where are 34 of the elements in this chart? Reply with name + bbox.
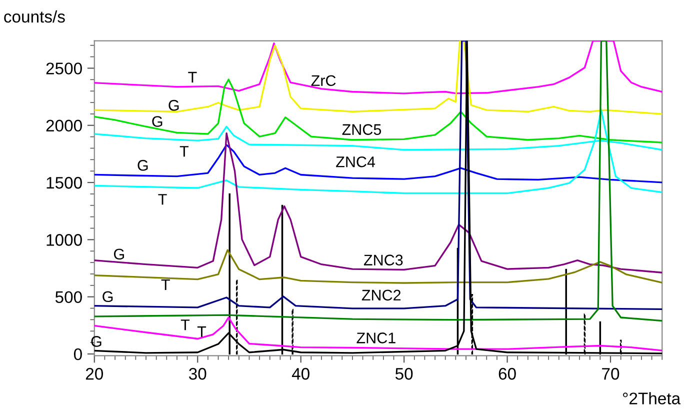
annotation: G: [152, 116, 162, 127]
x-tick-label: 50: [395, 368, 413, 380]
annotation: T: [180, 146, 189, 157]
x-axis-title: °2Theta: [623, 392, 681, 404]
annotation: T: [158, 194, 167, 205]
y-tick-label: 2500: [46, 62, 82, 74]
annotation: T: [161, 280, 170, 290]
annotation: ZNC3: [364, 254, 403, 266]
annotation: G: [168, 100, 179, 111]
y-tick-label: 2000: [46, 120, 82, 132]
annotation: ZNC2: [362, 290, 401, 301]
y-tick-label: 1000: [46, 234, 82, 246]
y-tick-label: 0: [74, 348, 82, 360]
line-series: [94, 109, 662, 194]
x-tick-label: 30: [188, 368, 206, 380]
annotation: G: [102, 291, 113, 302]
annotation: T: [180, 320, 190, 330]
annotation: ZNC4: [336, 156, 376, 168]
y-tick-label: 1500: [46, 176, 82, 189]
annotation: ZNC1: [356, 332, 396, 344]
annotation: G: [138, 160, 148, 171]
line-series: [94, 144, 662, 184]
annotation: ZrC: [311, 75, 336, 86]
y-tick-label: 500: [55, 291, 82, 304]
annotation: T: [197, 326, 206, 337]
annotation: G: [91, 336, 102, 347]
x-tick-label: 40: [292, 368, 310, 380]
x-tick-label: 70: [602, 368, 620, 380]
x-tick-label: 60: [498, 368, 516, 380]
annotation: G: [114, 248, 124, 260]
y-axis-title: counts/s: [4, 10, 65, 23]
annotation: ZNC5: [342, 124, 382, 135]
x-tick-label: 20: [86, 368, 104, 380]
annotation: T: [188, 72, 197, 82]
